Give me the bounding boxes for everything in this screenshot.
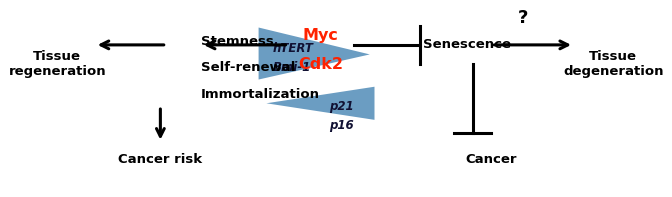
- Text: hTERT: hTERT: [273, 42, 314, 55]
- Text: Cancer risk: Cancer risk: [118, 153, 202, 166]
- Text: Immortalization: Immortalization: [201, 88, 320, 101]
- Text: p16: p16: [329, 119, 353, 132]
- Polygon shape: [257, 85, 376, 122]
- Text: ?: ?: [517, 9, 528, 27]
- Polygon shape: [257, 26, 376, 81]
- Text: Myc: Myc: [302, 28, 338, 43]
- Text: Cancer: Cancer: [466, 153, 517, 166]
- Text: Tissue
degeneration: Tissue degeneration: [563, 50, 663, 78]
- Text: p21: p21: [329, 100, 353, 113]
- Text: Stemness: Stemness: [201, 34, 274, 47]
- Text: Cdk2: Cdk2: [298, 57, 343, 72]
- Text: Bmi-1: Bmi-1: [273, 61, 311, 74]
- Text: Senescence: Senescence: [423, 38, 511, 51]
- Text: Self-renewal: Self-renewal: [201, 61, 296, 74]
- Text: Tissue
regeneration: Tissue regeneration: [9, 50, 106, 78]
